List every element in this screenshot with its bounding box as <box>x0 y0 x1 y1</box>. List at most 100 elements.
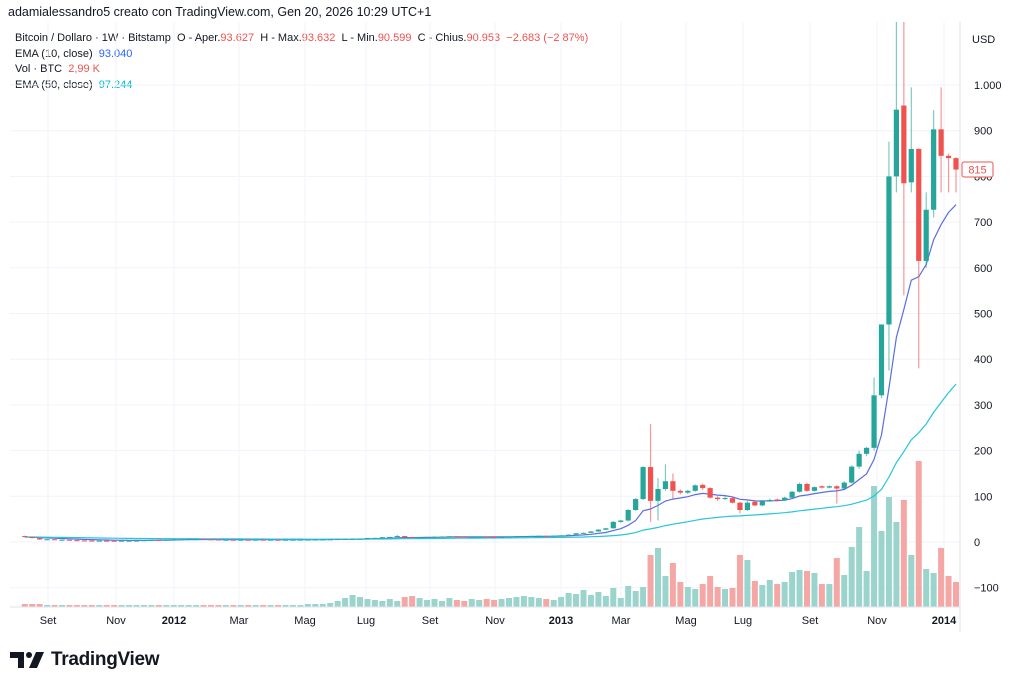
y-tick-label: 100 <box>974 491 992 503</box>
volume-bar <box>140 605 147 607</box>
volume-bar <box>319 604 326 607</box>
candle-body <box>543 535 549 537</box>
candle-body <box>178 539 184 541</box>
candle-body <box>715 497 721 500</box>
volume-bar <box>565 593 572 607</box>
volume-bar <box>148 605 155 607</box>
candle-body <box>349 538 356 540</box>
volume-bar <box>908 555 915 607</box>
volume-bar <box>602 596 609 607</box>
candle-body <box>29 536 35 539</box>
volume-bar <box>96 605 103 607</box>
candle-body <box>297 539 303 541</box>
volume-bar <box>409 596 416 607</box>
volume-bar <box>722 589 729 607</box>
candle-body <box>633 499 639 511</box>
volume-bar <box>848 547 855 607</box>
volume-bar <box>736 555 743 607</box>
grid <box>10 22 960 607</box>
candle-body <box>782 497 788 501</box>
volume-bar <box>334 601 341 607</box>
volume-bar <box>29 604 36 607</box>
volume-bar <box>498 599 505 607</box>
x-tick-label: Mag <box>294 615 315 627</box>
candle-body <box>439 536 445 538</box>
volume-bar <box>915 461 922 607</box>
change-value: −2.683 (−2,87%) <box>506 32 589 44</box>
candle-body <box>141 540 147 542</box>
volume-bar <box>751 581 758 607</box>
volume-bar <box>729 588 736 607</box>
time-axis: Set Nov 2012 Mar Mag Lug Set Nov 2013 Mar Mag Lug Se… <box>40 615 957 627</box>
y-tick-label: 500 <box>974 309 992 321</box>
candle-body <box>506 536 512 538</box>
volume-bar <box>312 604 319 607</box>
volume-bar <box>573 594 580 607</box>
candle-body <box>223 539 229 541</box>
volume-bar <box>275 605 282 607</box>
candle-body <box>245 539 251 541</box>
volume-bar <box>327 603 334 607</box>
candle-body <box>841 482 847 489</box>
volume-bar <box>707 576 714 607</box>
volume-bar <box>36 604 43 607</box>
symbol-name[interactable]: Bitcoin / Dollaro · 1W · Bitstamp <box>15 32 171 44</box>
volume-bar <box>595 592 602 607</box>
candle-body <box>230 539 236 541</box>
candle-body <box>327 539 333 541</box>
candle-body <box>752 501 758 506</box>
volume-bar <box>655 548 661 607</box>
volume-bar <box>118 605 125 607</box>
volume-bar <box>424 600 431 607</box>
candle-body <box>379 537 385 539</box>
candle-body <box>804 483 810 491</box>
volume-bar <box>647 555 654 607</box>
open-value: 93.627 <box>220 32 255 44</box>
candle-body <box>461 536 467 538</box>
y-tick-label: 700 <box>974 217 992 229</box>
candle-body <box>74 540 80 542</box>
tradingview-logo[interactable]: TradingView <box>10 649 160 671</box>
candle-body <box>148 539 154 541</box>
candle-body <box>618 520 624 522</box>
volume-bar <box>88 605 95 607</box>
volume-bar <box>208 605 214 607</box>
candle-body <box>700 484 706 489</box>
candle-body <box>685 490 691 493</box>
candle-body <box>417 537 423 539</box>
x-tick-label: 2014 <box>932 615 957 627</box>
candle-body <box>789 491 795 498</box>
candle-body <box>253 539 259 541</box>
x-tick-label: Set <box>802 615 819 627</box>
volume-bar <box>289 605 296 607</box>
volume-bar <box>237 605 244 607</box>
candle-body <box>871 395 877 448</box>
candle-body <box>573 533 579 535</box>
volume-bar <box>669 563 676 607</box>
y-tick-label: 200 <box>974 446 992 458</box>
volume-bars <box>21 461 959 607</box>
volume-bar <box>111 605 118 607</box>
volume-bar <box>885 497 892 607</box>
x-tick-label: 2012 <box>162 615 186 627</box>
candle-body <box>335 539 341 541</box>
volume-bar <box>200 605 207 607</box>
legend-volume-row[interactable]: Vol · BTC 2,99 K <box>15 62 588 78</box>
candle-body <box>126 540 132 542</box>
candle-body <box>655 488 661 501</box>
volume-bar <box>714 587 721 607</box>
candle-body <box>484 536 490 538</box>
volume-bar <box>930 573 937 607</box>
candle-body <box>290 539 296 541</box>
volume-bar <box>379 601 386 607</box>
candle-body <box>722 498 728 500</box>
volume-bar <box>640 587 647 607</box>
candle-body <box>551 535 557 537</box>
candle-body <box>163 539 169 541</box>
low-label: L - Min. <box>341 32 378 44</box>
volume-bar <box>662 576 669 607</box>
volume-bar <box>774 584 781 607</box>
candle-body <box>193 539 199 541</box>
candle-body <box>305 539 311 541</box>
